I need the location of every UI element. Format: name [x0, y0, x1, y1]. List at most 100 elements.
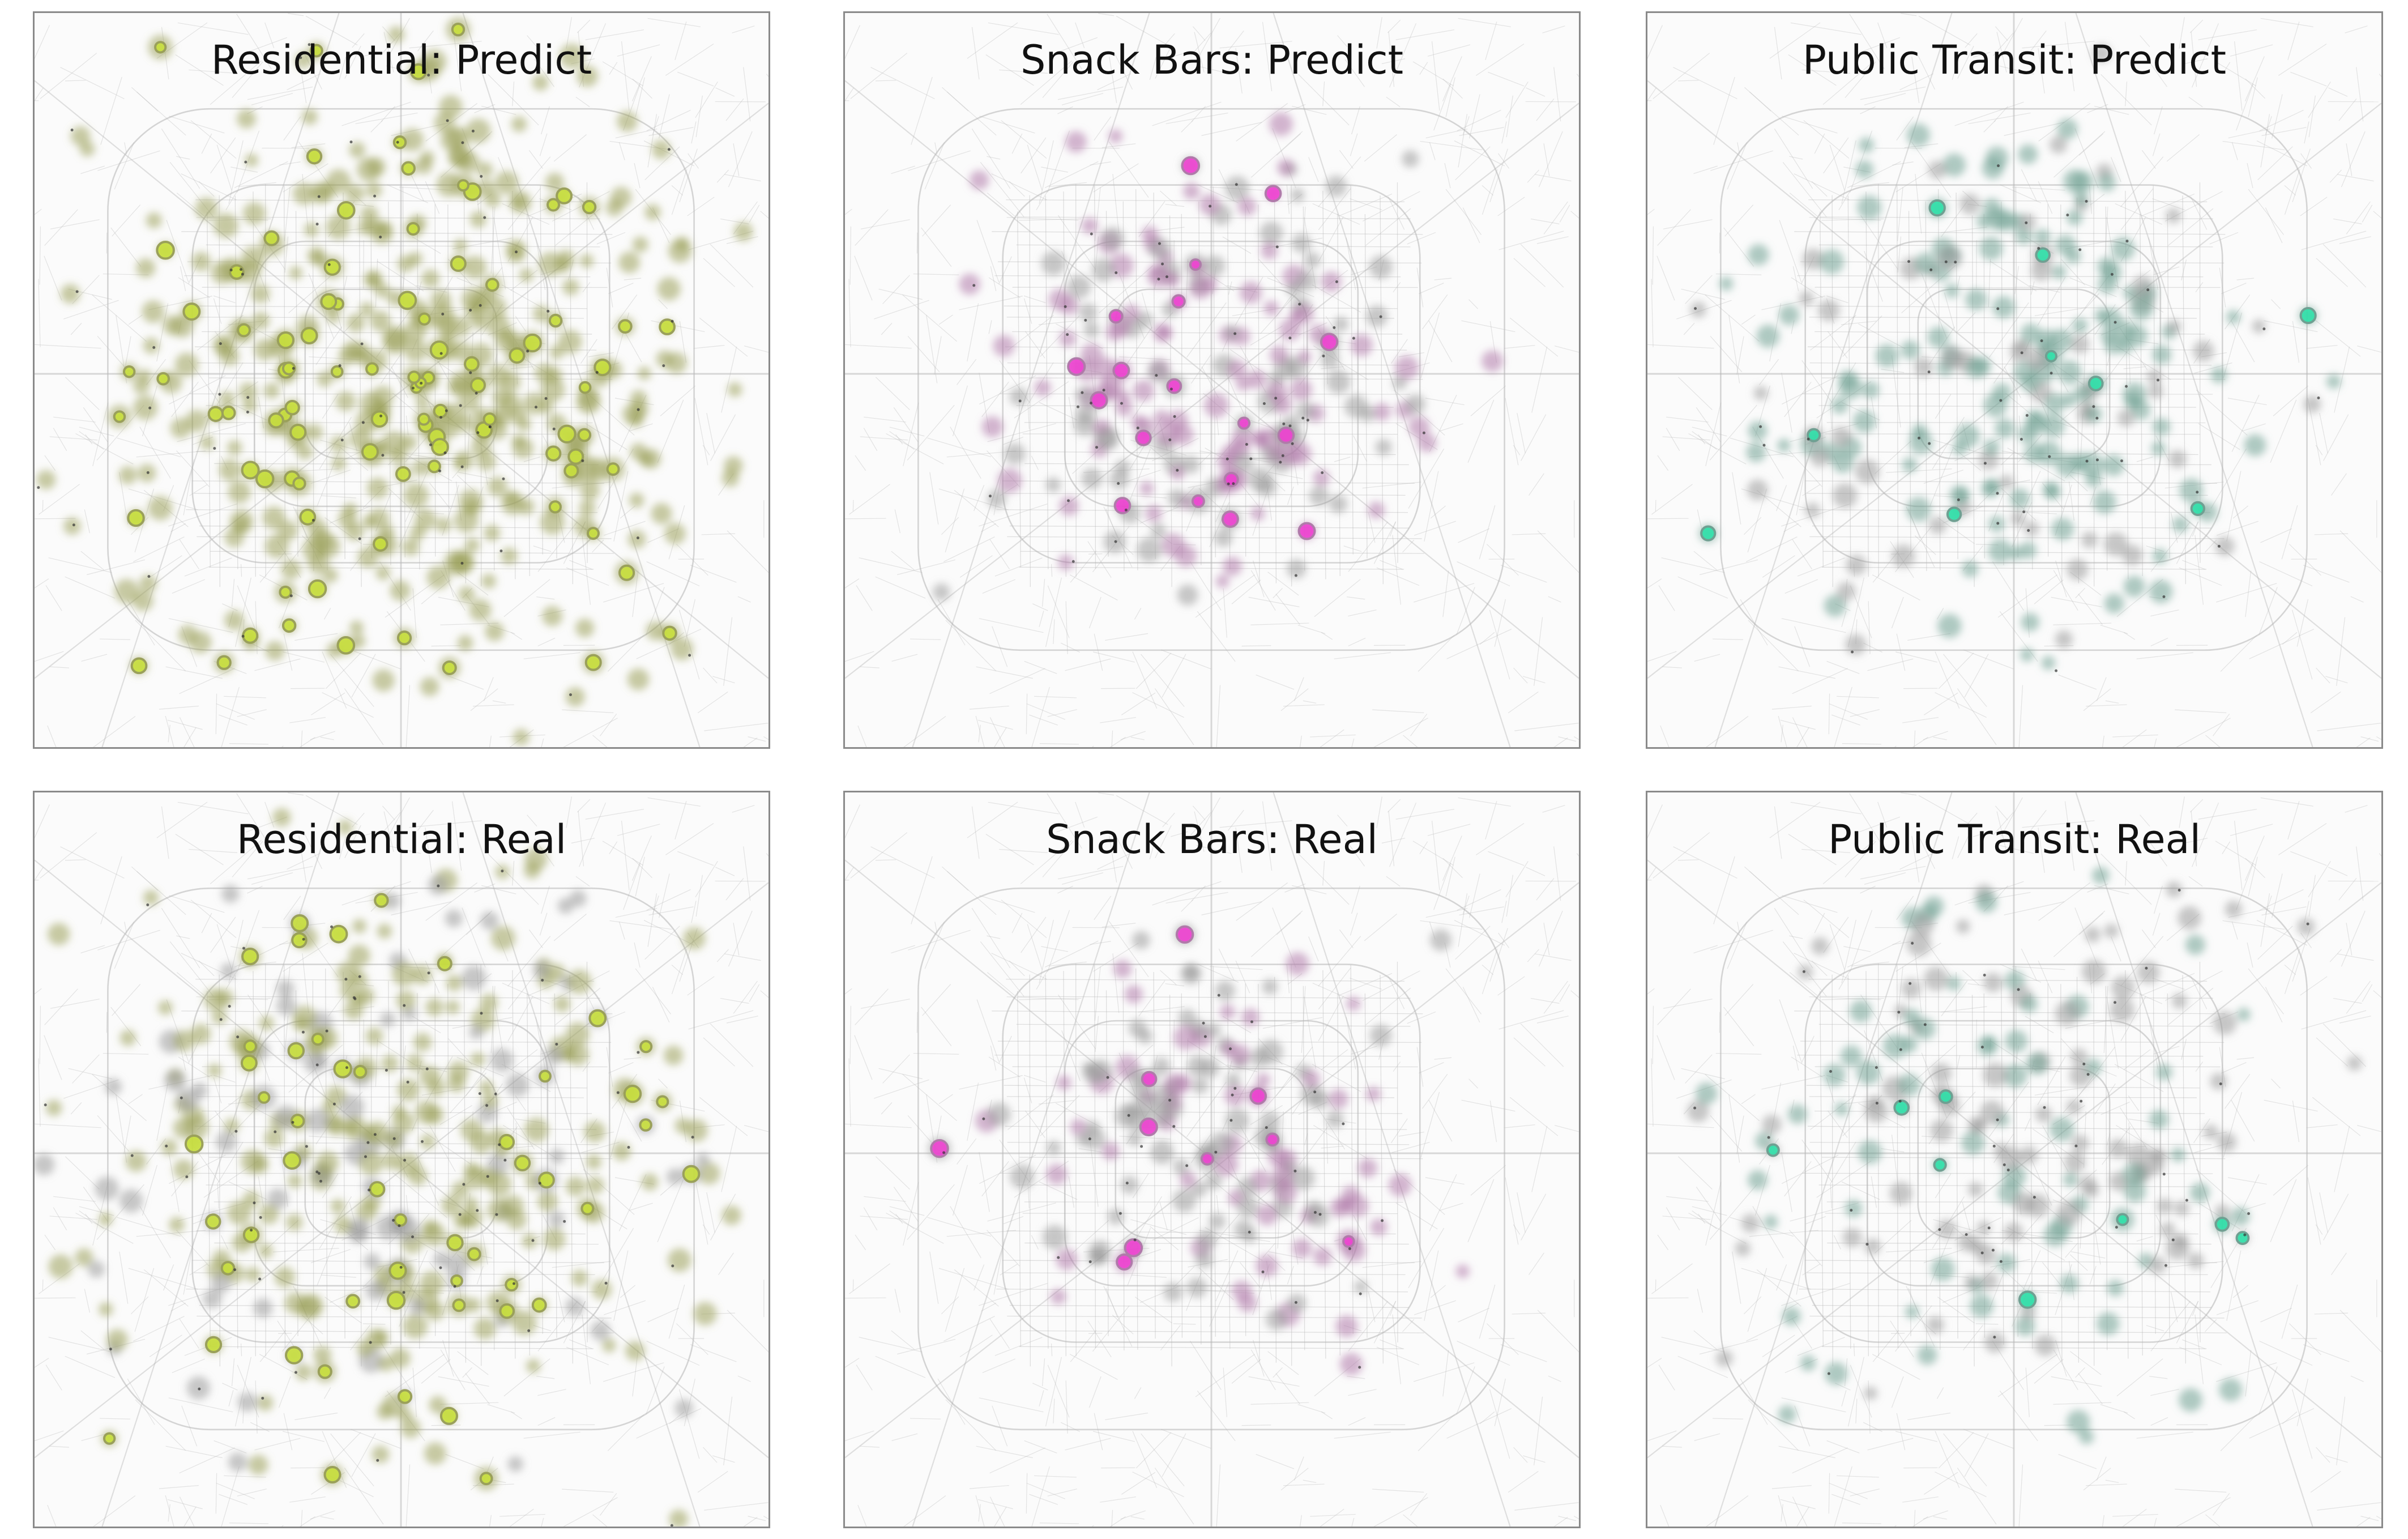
- density-halo: [1958, 1232, 1978, 1252]
- hotspot: [1221, 510, 1239, 528]
- density-halo: [1149, 237, 1171, 260]
- density-halo: [1330, 1197, 1350, 1218]
- density-halo: [1081, 468, 1103, 489]
- density-halo: [671, 637, 694, 660]
- density-halo: [1931, 1257, 1955, 1281]
- density-halo: [1914, 1018, 1936, 1040]
- density-halo: [1850, 1000, 1872, 1022]
- density-halo: [1256, 1204, 1278, 1226]
- density-halo: [486, 314, 510, 338]
- density-halo: [1833, 483, 1858, 508]
- density-halo: [1369, 255, 1393, 279]
- hotspot: [451, 22, 466, 37]
- density-halo: [35, 1154, 55, 1175]
- density-halo: [274, 1267, 295, 1288]
- density-halo: [390, 580, 411, 602]
- hotspot: [336, 636, 356, 655]
- poi-point: [364, 1155, 367, 1158]
- density-halo: [1970, 1294, 1993, 1318]
- density-halo: [1276, 159, 1295, 176]
- density-halo: [1326, 1110, 1344, 1128]
- density-halo: [1818, 299, 1840, 322]
- density-halo: [1221, 1041, 1237, 1057]
- density-halo: [380, 1012, 395, 1027]
- density-halo: [400, 434, 417, 451]
- density-halo: [577, 65, 599, 87]
- density-halo: [1928, 517, 1946, 535]
- density-halo: [366, 271, 382, 287]
- poi-point: [1907, 260, 1911, 263]
- density-halo: [331, 456, 346, 471]
- density-halo: [88, 1260, 105, 1278]
- poi-point: [1095, 446, 1098, 449]
- density-halo: [227, 1201, 251, 1225]
- poi-point: [1066, 333, 1069, 336]
- density-halo: [1059, 496, 1079, 516]
- poi-point: [289, 594, 293, 598]
- density-halo: [424, 1442, 447, 1465]
- density-halo: [685, 1119, 708, 1142]
- density-halo: [1924, 896, 1944, 916]
- density-halo: [2217, 1132, 2237, 1152]
- density-halo: [2149, 579, 2173, 604]
- density-halo: [458, 586, 475, 603]
- poi-point: [2178, 889, 2181, 892]
- density-halo: [1256, 1255, 1278, 1277]
- density-halo: [1915, 253, 1937, 275]
- density-halo: [1259, 1111, 1280, 1132]
- density-halo: [2149, 1256, 2167, 1274]
- poi-point: [2074, 1144, 2078, 1148]
- hotspot: [547, 198, 561, 212]
- density-halo: [434, 112, 455, 133]
- density-halo: [1782, 1307, 1801, 1326]
- density-halo: [590, 1320, 610, 1341]
- density-halo: [349, 142, 366, 159]
- hotspot: [386, 1290, 406, 1310]
- density-halos: [1687, 867, 2362, 1444]
- hotspots: [113, 22, 677, 675]
- poi-point: [1185, 1164, 1189, 1167]
- density-halo: [663, 1045, 684, 1065]
- density-halo: [1777, 438, 1791, 453]
- poi-point: [441, 313, 445, 316]
- hotspot: [306, 148, 323, 165]
- density-halo: [1998, 1146, 2023, 1171]
- map-canvas: [35, 792, 768, 1527]
- density-halo: [1147, 361, 1169, 382]
- density-halo: [1368, 501, 1385, 519]
- density-halo: [1988, 539, 2012, 563]
- hotspot: [221, 406, 236, 420]
- density-halo: [2174, 1200, 2190, 1216]
- density-halo: [2005, 1030, 2028, 1052]
- density-halo: [1094, 357, 1116, 380]
- density-halo: [512, 437, 534, 459]
- density-halo: [1321, 349, 1340, 369]
- hotspot: [682, 1165, 701, 1183]
- poi-point: [1987, 1226, 1991, 1230]
- density-halo: [1213, 1152, 1239, 1176]
- density-halo: [1762, 1114, 1782, 1135]
- poi-point: [1229, 1119, 1233, 1122]
- poi-point: [2017, 988, 2020, 991]
- hotspot: [394, 1213, 408, 1227]
- density-halo: [349, 620, 364, 635]
- poi-point: [2185, 1199, 2188, 1202]
- density-halo: [1056, 1248, 1078, 1271]
- poi-point: [498, 1143, 501, 1146]
- density-halo: [1215, 574, 1229, 589]
- density-halo: [544, 1046, 563, 1065]
- poi-point: [1997, 164, 2000, 168]
- density-halo: [372, 1446, 390, 1464]
- density-halo: [2013, 1192, 2035, 1215]
- density-halo: [1983, 973, 2003, 992]
- density-halo: [2004, 1222, 2023, 1242]
- density-halo: [306, 1109, 330, 1133]
- density-halo: [133, 395, 158, 420]
- density-halo: [251, 312, 270, 330]
- poi-point: [502, 477, 505, 480]
- density-halo: [1081, 218, 1098, 235]
- poi-point: [317, 1171, 321, 1175]
- density-halo: [356, 1340, 374, 1357]
- hotspot: [263, 230, 280, 246]
- panel-title: Snack Bars: Real: [1046, 816, 1378, 863]
